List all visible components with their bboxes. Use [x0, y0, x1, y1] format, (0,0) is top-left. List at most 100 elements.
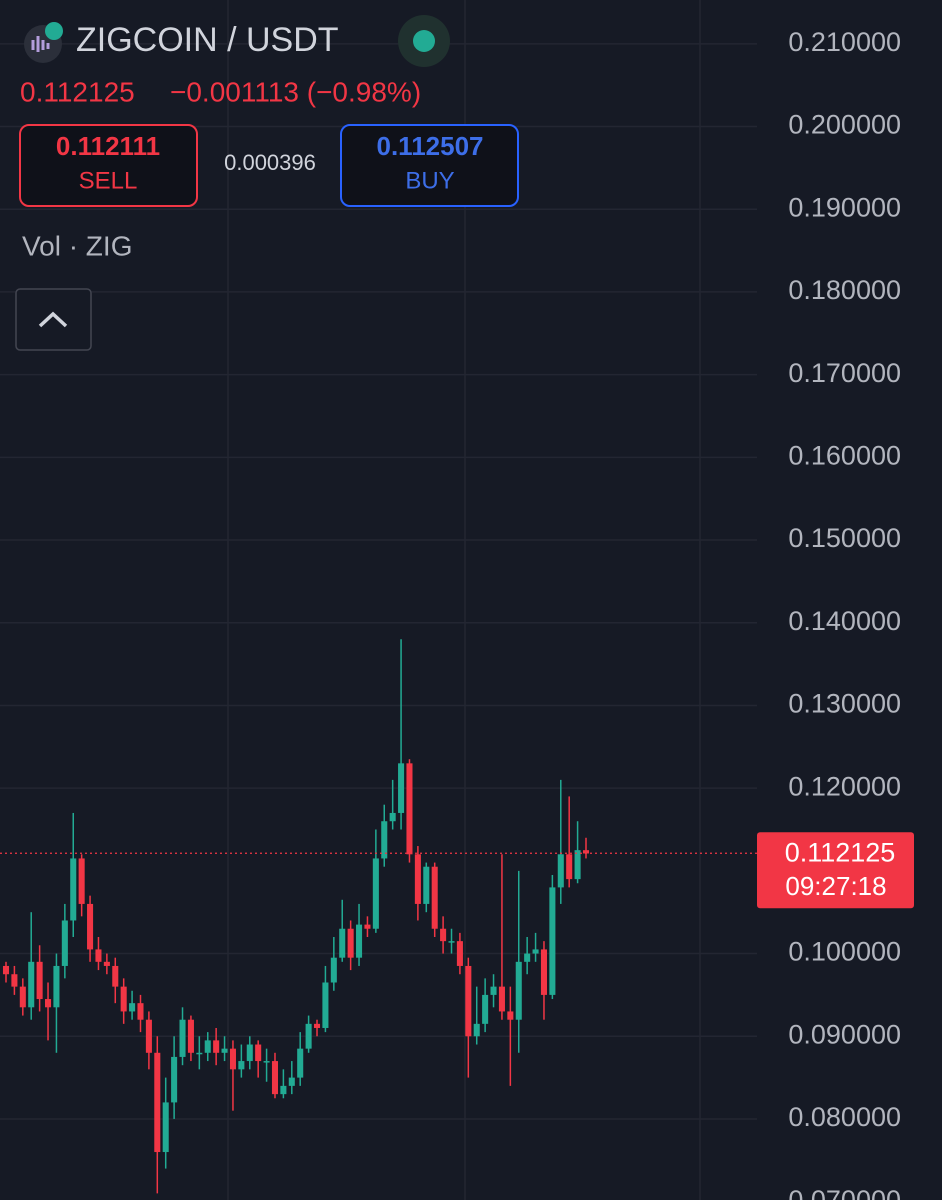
candle-body [456, 941, 463, 966]
last-price-box [757, 832, 914, 909]
candle-body [271, 1061, 279, 1095]
header-price: 0.112125 [20, 76, 135, 107]
candle-body [145, 1019, 152, 1053]
candle-body [540, 949, 547, 995]
sell-price[interactable]: 0.112111 [56, 131, 160, 161]
candle-body [406, 763, 413, 855]
candle-body [255, 1044, 262, 1062]
candle-body [187, 1019, 194, 1053]
candle-body [372, 858, 379, 929]
candle-body [440, 928, 447, 942]
candle-body [137, 1003, 144, 1020]
candle-body [78, 858, 85, 904]
candle-body [389, 812, 396, 822]
candle-body [112, 965, 119, 987]
candle-body [120, 986, 127, 1012]
coin-logo-glyph [31, 36, 50, 52]
candle-body [19, 986, 26, 1008]
y-tick-label: 0.170000 [788, 358, 901, 388]
collapse-button[interactable] [15, 288, 92, 351]
candle-body [204, 1040, 211, 1053]
candle-body [423, 866, 430, 904]
y-tick-label: 0.100000 [788, 937, 901, 967]
countdown-label: 09:27:18 [785, 871, 886, 901]
candle-body [246, 1044, 253, 1062]
candle-body [381, 821, 388, 859]
candle-body [95, 949, 102, 962]
y-tick-label: 0.130000 [788, 689, 901, 719]
candle-body [524, 953, 531, 962]
candle-body [448, 941, 455, 943]
candle-body [313, 1023, 321, 1028]
buy-label[interactable]: BUY [405, 167, 454, 194]
candle-body [339, 928, 346, 958]
sell-label[interactable]: SELL [79, 167, 138, 194]
candle-body [280, 1085, 287, 1095]
candle-body [347, 928, 354, 958]
candle-body [364, 924, 371, 929]
pair-title: ZIGCOIN / USDT [76, 21, 339, 59]
header-change: −0.001113 (−0.98%) [170, 76, 421, 107]
y-tick-label: 0.120000 [788, 771, 901, 801]
candle-body [414, 854, 421, 904]
sell-button[interactable] [19, 124, 198, 207]
candle-body [297, 1048, 304, 1078]
candle-body [53, 965, 60, 1008]
y-tick-label: 0.160000 [788, 440, 901, 470]
y-tick-label: 0.080000 [788, 1102, 901, 1132]
candle-body [330, 957, 337, 983]
candle-body [322, 982, 329, 1028]
y-tick-label: 0.150000 [788, 523, 901, 553]
buy-button[interactable] [340, 124, 519, 207]
candle-body [2, 965, 10, 975]
candle-body [103, 961, 110, 966]
exchange-badge [45, 22, 63, 40]
y-tick-label: 0.180000 [788, 275, 901, 305]
candle-body [473, 1023, 480, 1037]
candle-body [179, 1019, 186, 1057]
plot [0, 43, 757, 1194]
candle-body [465, 965, 472, 1037]
candle-body [154, 1052, 161, 1153]
candle-body [549, 887, 556, 995]
candle-body [431, 866, 438, 929]
candle-body [263, 1061, 270, 1063]
chevron-up[interactable] [38, 311, 68, 328]
candle-body [398, 763, 405, 813]
candle-body [356, 924, 363, 958]
last-price-label: 0.112125 [785, 837, 896, 867]
candle-body [238, 1061, 245, 1070]
candle-body [515, 961, 522, 1020]
candle-body [229, 1048, 236, 1070]
y-tick-label: 0.090000 [788, 1019, 901, 1049]
y-tick-label: 0.140000 [788, 606, 901, 636]
candle-body [574, 850, 581, 880]
candle-body [45, 999, 52, 1008]
candle-body [162, 1102, 169, 1153]
candle-body [61, 920, 68, 966]
candle-body [196, 1052, 203, 1055]
candle-body [129, 1003, 136, 1012]
buy-price[interactable]: 0.112507 [376, 131, 483, 161]
candle-body [221, 1048, 228, 1053]
candle-body [70, 858, 77, 921]
y-tick-label: 0.190000 [788, 192, 901, 222]
candle-body [566, 854, 573, 880]
candle-body [490, 986, 497, 995]
candle-body [288, 1077, 295, 1086]
candle-body [498, 986, 505, 1012]
volume-label: Vol · ZIG [22, 230, 132, 261]
y-tick-label: 0.200000 [788, 110, 901, 140]
spread: 0.000396 [224, 150, 316, 175]
candle-body [36, 961, 43, 1000]
candle-body [213, 1040, 220, 1053]
candle-body [507, 1011, 514, 1020]
candle-body [28, 961, 35, 1008]
candle-body [87, 903, 94, 950]
candle-body [171, 1056, 178, 1103]
overlay: ZIGCOIN / USDT 0.112125 −0.001113 (−0.98… [15, 15, 914, 1200]
status-dot [413, 30, 435, 52]
candle-body [482, 994, 489, 1024]
